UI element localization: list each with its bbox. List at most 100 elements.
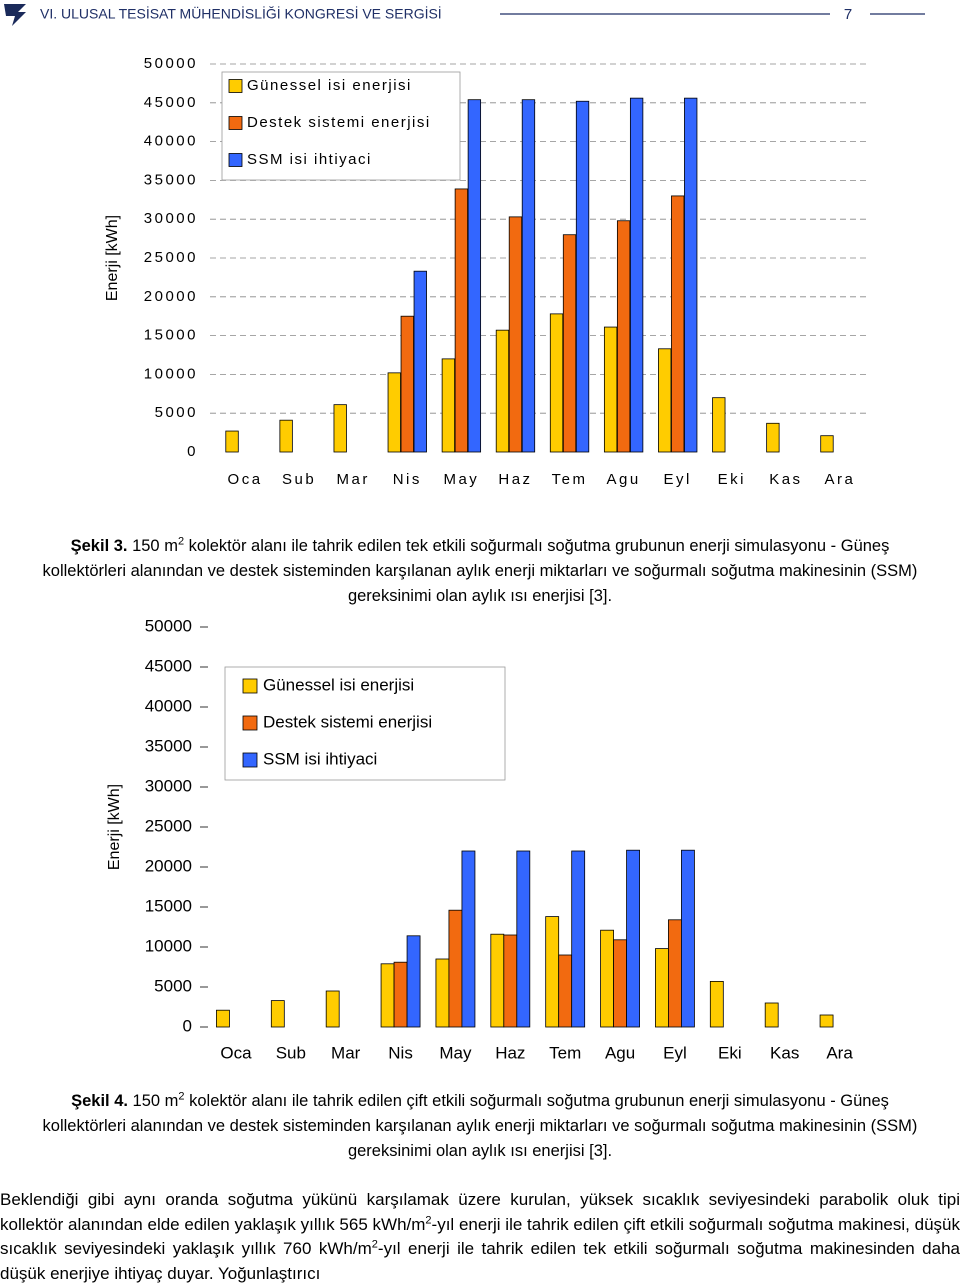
bar [712, 397, 726, 453]
bar [681, 849, 695, 1028]
charts: 0500010000150002000025000300003500040000… [104, 55, 867, 1062]
bar [393, 961, 408, 1028]
legend-label: Günessel isi enerjisi [263, 675, 414, 694]
legend-box [224, 666, 506, 781]
x-tick-label: Ara [825, 471, 856, 488]
bar [435, 958, 450, 1028]
legend-swatch [228, 79, 243, 93]
x-tick-label: Eki [718, 471, 746, 488]
y-tick-label: 0 [187, 443, 198, 460]
caption-sup: 2 [177, 535, 185, 548]
bar [503, 934, 518, 1028]
x-tick-label: Agu [605, 1043, 635, 1062]
bar [387, 372, 401, 453]
bar [766, 422, 780, 453]
bar [516, 850, 531, 1028]
bar [668, 919, 682, 1028]
x-tick-label: Tem [552, 471, 588, 488]
x-tick-label: May [439, 1043, 472, 1062]
bar [658, 348, 672, 453]
x-tick-label: Oca [228, 471, 263, 488]
x-tick-label: Oca [220, 1043, 252, 1062]
bar [270, 1000, 285, 1028]
text: -yıl enerji ile tahrik edilen çift etkil… [0, 1214, 960, 1259]
bar [467, 99, 482, 453]
legend-box [221, 71, 461, 181]
bar [216, 1009, 230, 1028]
bar [603, 326, 618, 453]
x-tick-label: May [443, 471, 479, 488]
bar [333, 404, 347, 453]
bar [400, 315, 414, 453]
x-tick-label: Nis [388, 1043, 413, 1062]
x-tick-label: Ara [826, 1043, 853, 1062]
x-tick-label: Mar [331, 1043, 361, 1062]
y-tick-label: 20000 [144, 288, 198, 305]
bar [441, 358, 456, 453]
y-tick-label: 35000 [144, 171, 198, 188]
bar [549, 313, 564, 453]
legend-swatch [242, 715, 258, 731]
bar [325, 990, 340, 1028]
text: -yıl enerji ile tahrik edilen tek etkili… [0, 1239, 960, 1283]
y-tick-label: 45000 [145, 656, 192, 675]
bar [613, 939, 627, 1028]
bar [684, 97, 698, 453]
chart-1: 0 5000 10000 15000 20000 25000 30000 35000 40000… [104, 55, 867, 488]
x-tick-label: Kas [770, 1043, 799, 1062]
bar [820, 435, 834, 453]
page-number: 7 [844, 6, 852, 23]
caption-sup: 2 [178, 1090, 185, 1103]
bar [571, 850, 586, 1028]
x-tick-label: Mar [337, 471, 370, 488]
logo [4, 4, 26, 26]
y-tick-label: 30000 [145, 776, 192, 795]
y-tick-label: 30000 [144, 210, 198, 227]
y-tick-label: 20000 [145, 856, 192, 875]
caption-label: Şekil 4. [71, 1092, 128, 1110]
x-tick-label: Eyl [663, 1043, 687, 1062]
sup: 2 [425, 1213, 432, 1226]
legend-swatch [228, 153, 243, 167]
bar [490, 933, 505, 1028]
bar [819, 1014, 834, 1028]
y-tick-label: 45000 [144, 94, 198, 111]
x-tick-label: Kas [769, 471, 802, 488]
sup: 2 [371, 1238, 378, 1251]
bar [575, 100, 590, 453]
y-tick-label: 10000 [144, 365, 198, 382]
y-tick-label: 40000 [144, 133, 198, 150]
bar [562, 234, 577, 453]
x-tick-label: Sub [282, 471, 316, 488]
x-tick-label: Eyl [664, 471, 692, 488]
y-tick-label: 5000 [155, 404, 198, 421]
bar [671, 195, 685, 453]
x-tick-label: Haz [495, 1043, 525, 1062]
chart-2: 0 5000 10000 15000 20000 25000 30000 35000 40000… [106, 616, 853, 1062]
caption-text: kolektör alanı ile tahrik edilen çift et… [42, 1092, 918, 1160]
y-tick-label: 50000 [145, 616, 192, 635]
bar [448, 909, 463, 1028]
body-paragraph: Beklendiği gibi aynı oranda soğutma yükü… [0, 1188, 960, 1286]
y-axis-label: Enerji [kWh] [104, 215, 121, 301]
bar [558, 954, 573, 1028]
legend-label: Destek sistemi enerjisi [247, 114, 431, 131]
x-tick-label: Haz [498, 471, 532, 488]
legend-label: Günessel isi enerjisi [247, 77, 412, 94]
bar [454, 188, 469, 453]
bar [545, 916, 560, 1028]
y-tick-label: 40000 [145, 696, 192, 715]
legend-label: Destek sistemi enerjisi [263, 712, 432, 731]
y-tick-label: 5000 [154, 976, 192, 995]
bar [225, 430, 239, 453]
header: VI. ULUSAL TESİSAT MÜHENDİSLİĞİ KONGRESİ… [4, 4, 925, 26]
y-tick-label: 35000 [145, 736, 192, 755]
bar [279, 419, 293, 453]
y-tick-label: 10000 [145, 936, 192, 955]
bar [495, 329, 510, 453]
x-tick-label: Tem [549, 1043, 581, 1062]
y-tick-label: 0 [183, 1016, 192, 1035]
bar [406, 935, 421, 1028]
bar [709, 981, 724, 1028]
